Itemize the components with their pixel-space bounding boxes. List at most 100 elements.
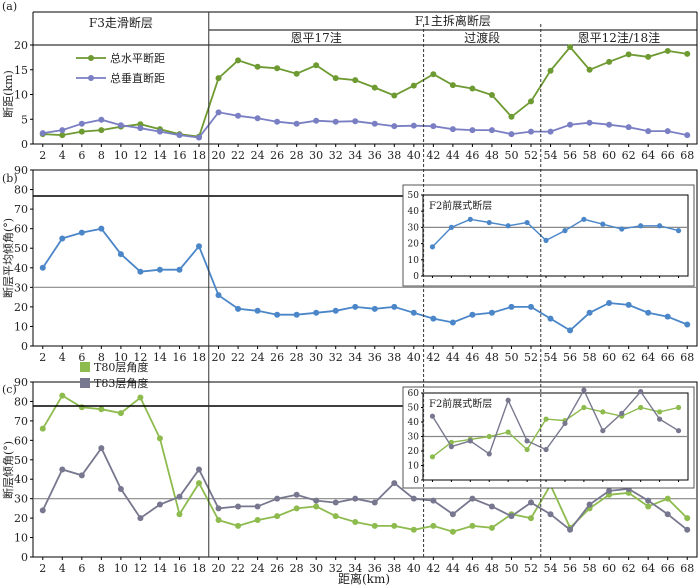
data-point-c-0 — [235, 522, 242, 529]
data-point-a-1 — [196, 134, 202, 141]
header-sub-enping12: 恩平12洼/18洼 — [578, 31, 661, 45]
x-tick-label-c: 32 — [329, 562, 343, 575]
inset-data-point-b-0 — [562, 228, 568, 234]
data-point-c-0 — [430, 522, 437, 529]
x-tick-label-c: 18 — [192, 562, 206, 575]
data-point-a-1 — [528, 128, 534, 135]
x-tick-label-c: 14 — [153, 562, 167, 575]
data-point-b-0 — [293, 311, 300, 318]
header-f1: F1主拆离断层 — [415, 13, 491, 28]
data-point-c-0 — [391, 522, 398, 529]
data-point-c-1 — [410, 495, 417, 502]
x-tick-label-b: 36 — [368, 351, 382, 364]
data-point-a-1 — [39, 130, 46, 137]
data-point-b-0 — [410, 309, 417, 316]
data-point-a-0 — [332, 75, 339, 82]
inset-data-point-b-0 — [581, 216, 587, 222]
x-tick-label-b: 24 — [251, 351, 265, 364]
x-tick-label-a: 26 — [270, 149, 284, 162]
x-tick-label-c: 62 — [622, 562, 636, 575]
data-point-a-1 — [449, 126, 456, 133]
data-point-b-0 — [215, 292, 222, 299]
inset-data-point-b-0 — [486, 219, 492, 226]
data-point-a-1 — [547, 128, 554, 135]
x-tick-label-a: 44 — [446, 149, 460, 162]
x-tick-label-a: 10 — [114, 149, 128, 162]
inset-y-tick-label-b: 50 — [408, 191, 420, 201]
x-tick-label-c: 50 — [504, 562, 518, 575]
data-point-a-1 — [254, 115, 261, 122]
data-point-a-1 — [684, 132, 691, 139]
data-point-c-1 — [508, 513, 515, 520]
data-point-a-1 — [59, 127, 66, 134]
data-point-c-1 — [352, 495, 359, 502]
inset-title-b: F2前展式断层 — [429, 199, 492, 212]
inset-data-point-b-0 — [505, 223, 511, 229]
data-point-c-0 — [313, 503, 320, 510]
data-point-b-0 — [625, 301, 632, 308]
data-point-b-0 — [117, 251, 124, 258]
x-tick-label-a: 62 — [622, 149, 636, 162]
x-tick-label-b: 18 — [192, 351, 206, 364]
data-point-b-0 — [567, 327, 574, 334]
y-tick-label-a: 0 — [21, 138, 28, 151]
inset-data-point-c-1 — [524, 438, 530, 444]
data-point-a-1 — [293, 120, 300, 127]
inset-data-point-c-1 — [657, 416, 663, 422]
x-tick-label-b: 12 — [133, 351, 147, 364]
data-point-c-1 — [528, 499, 534, 506]
x-tick-label-a: 56 — [563, 149, 577, 162]
data-point-a-1 — [430, 123, 437, 130]
inset-data-point-b-0 — [429, 244, 436, 250]
inset-data-point-c-0 — [657, 409, 663, 415]
x-tick-label-b: 14 — [153, 351, 167, 364]
data-point-a-1 — [98, 116, 105, 123]
data-point-c-1 — [196, 466, 202, 473]
inset-y-tick-label-c: 40 — [408, 418, 420, 428]
data-point-a-0 — [235, 57, 242, 64]
inset-data-point-c-1 — [448, 444, 454, 450]
data-point-a-0 — [508, 113, 515, 120]
x-tick-label-c: 58 — [583, 562, 597, 575]
data-point-a-1 — [567, 121, 574, 128]
inset-data-point-b-0 — [448, 224, 454, 230]
data-point-c-0 — [215, 517, 222, 524]
data-point-a-1 — [664, 128, 671, 135]
data-point-c-1 — [137, 515, 144, 522]
inset-c: 0 10 20 30 40 50 60 F2前展式断层 — [402, 386, 695, 489]
inset-y-tick-label-b: 0 — [413, 272, 419, 282]
data-point-a-1 — [235, 112, 242, 119]
x-tick-label-a: 66 — [661, 149, 675, 162]
x-tick-label-c: 34 — [348, 562, 362, 575]
data-point-b-0 — [488, 309, 495, 316]
data-point-a-0 — [430, 71, 437, 78]
x-tick-label-a: 12 — [133, 149, 147, 162]
y-tick-label-a: 15 — [14, 64, 28, 77]
data-point-a-0 — [98, 127, 105, 134]
data-point-b-0 — [156, 266, 163, 273]
header-f3: F3走滑断层 — [89, 15, 153, 30]
x-tick-label-c: 42 — [426, 562, 440, 575]
y-tick-label-c: 30 — [14, 493, 28, 506]
data-point-a-0 — [645, 53, 652, 60]
x-tick-label-b: 4 — [59, 351, 66, 364]
x-tick-label-c: 60 — [602, 562, 616, 575]
inset-y-tick-label-c: 10 — [408, 462, 420, 472]
x-tick-label-c: 30 — [309, 562, 323, 575]
x-tick-label-b: 40 — [407, 351, 421, 364]
data-point-b-0 — [274, 311, 281, 318]
data-point-a-0 — [274, 65, 281, 72]
data-point-c-0 — [196, 480, 202, 487]
x-tick-label-a: 50 — [504, 149, 518, 162]
x-tick-label-b: 2 — [39, 351, 46, 364]
data-point-c-1 — [684, 526, 691, 533]
data-point-a-1 — [371, 120, 378, 127]
inset-data-point-c-1 — [505, 397, 511, 403]
y-tick-label-b: 90 — [14, 164, 28, 177]
header-sub-transition: 过渡段 — [464, 30, 500, 45]
data-point-c-0 — [254, 517, 261, 524]
x-tick-label-a: 16 — [172, 149, 186, 162]
x-tick-label-b: 30 — [309, 351, 323, 364]
x-tick-label-c: 20 — [212, 562, 226, 575]
y-tick-label-b: 10 — [14, 320, 28, 333]
